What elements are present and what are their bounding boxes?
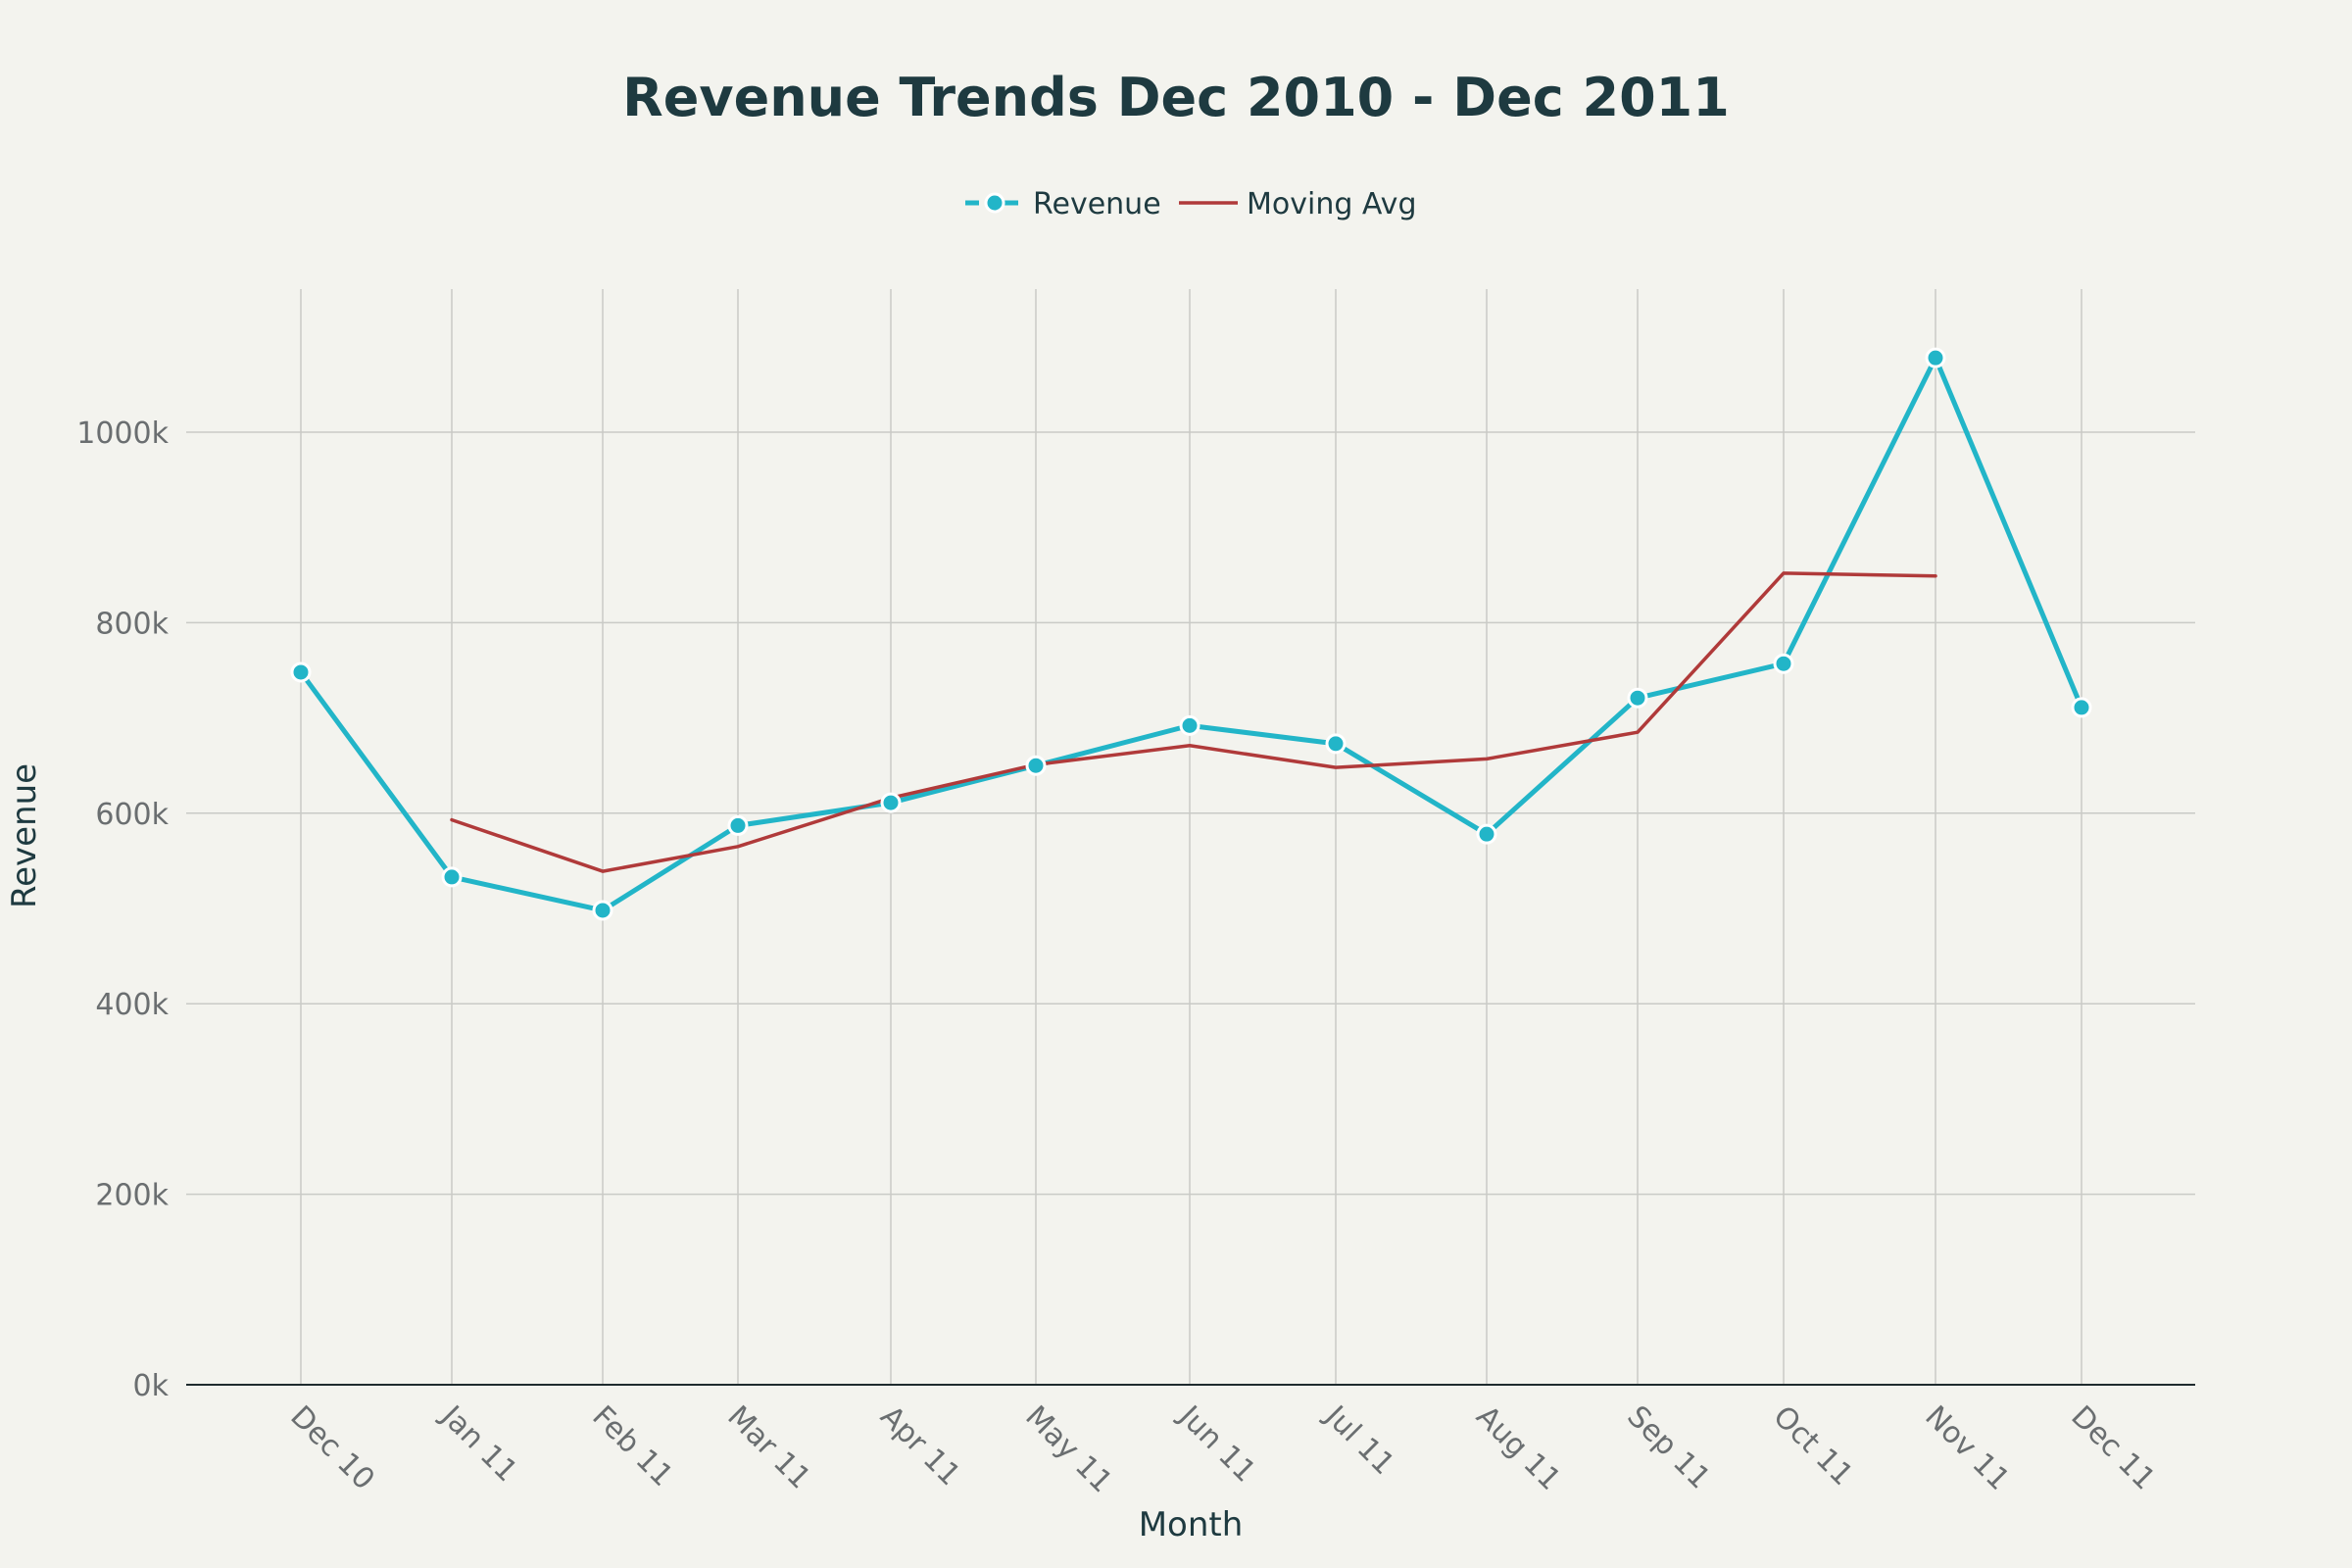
- legend-label: Moving Avg: [1247, 187, 1416, 221]
- x-tick-label: Jan 11: [433, 1397, 524, 1489]
- axis-layer: 0k 200k 400k 600k 800k 1000k Dec 10 Jan 11 Feb 1…: [76, 416, 2195, 1499]
- x-tick-label: Jul 11: [1317, 1397, 1400, 1481]
- legend-label: Revenue: [1033, 187, 1161, 221]
- y-tick-label: 200k: [95, 1179, 169, 1213]
- x-tick-label: Nov 11: [1918, 1399, 2016, 1497]
- x-tick-label: Mar 11: [720, 1399, 817, 1496]
- data-point-revenue[interactable]: [1325, 733, 1347, 755]
- x-tick-label: Dec 10: [283, 1399, 381, 1497]
- x-tick-label: May 11: [1018, 1399, 1118, 1499]
- data-point-revenue[interactable]: [1025, 755, 1047, 776]
- series-line-revenue: [298, 355, 2084, 913]
- y-tick-label: 600k: [95, 798, 169, 832]
- data-point-revenue[interactable]: [727, 814, 749, 836]
- data-point-revenue[interactable]: [1476, 823, 1497, 845]
- grid-layer: [186, 289, 2195, 1385]
- x-tick-label: Aug 11: [1469, 1399, 1567, 1497]
- legend: Revenue Moving Avg: [965, 187, 1416, 221]
- data-point-revenue[interactable]: [1773, 653, 1794, 674]
- x-axis-title: Month: [1139, 1505, 1244, 1544]
- x-tick-label: Apr 11: [873, 1399, 966, 1493]
- x-tick-label: Sep 11: [1620, 1399, 1716, 1495]
- data-point-revenue[interactable]: [2071, 697, 2092, 718]
- data-point-revenue[interactable]: [290, 662, 312, 683]
- y-axis-title: Revenue: [5, 763, 44, 908]
- data-point-revenue[interactable]: [880, 792, 902, 813]
- x-tick-label: Jun 11: [1171, 1397, 1262, 1489]
- y-tick-label: 0k: [133, 1369, 170, 1403]
- data-point-revenue[interactable]: [441, 866, 463, 888]
- y-tick-label: 800k: [95, 607, 169, 641]
- chart-title: Revenue Trends Dec 2010 - Dec 2011: [622, 67, 1730, 128]
- data-point-revenue[interactable]: [592, 900, 613, 921]
- y-tick-label: 1000k: [76, 416, 169, 451]
- legend-marker: [984, 192, 1005, 214]
- data-point-revenue[interactable]: [1627, 687, 1648, 709]
- y-tick-label: 400k: [95, 988, 169, 1022]
- x-tick-label: Dec 11: [2064, 1399, 2162, 1497]
- data-point-revenue[interactable]: [1925, 347, 1946, 368]
- x-tick-label: Oct 11: [1766, 1399, 1859, 1493]
- x-tick-label: Feb 11: [585, 1399, 679, 1494]
- series-line-moving-avg: [450, 571, 1937, 873]
- data-point-revenue[interactable]: [1179, 714, 1200, 736]
- series-layer: [290, 347, 2092, 921]
- legend-item-moving-avg[interactable]: Moving Avg: [1179, 187, 1416, 221]
- legend-item-revenue[interactable]: Revenue: [965, 187, 1161, 221]
